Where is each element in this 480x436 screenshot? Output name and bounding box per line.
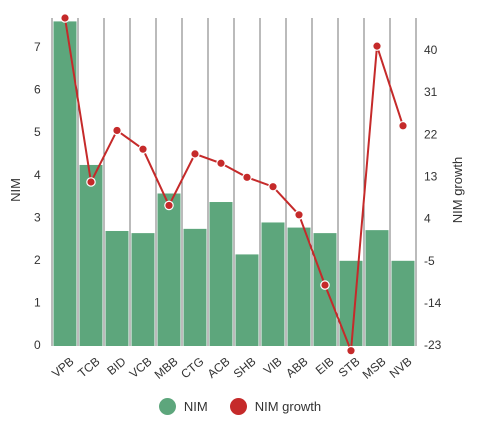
nim-bar-vcb bbox=[131, 233, 155, 346]
nim-growth-point-nvb bbox=[398, 120, 408, 131]
nim-bar-shb bbox=[235, 254, 259, 346]
legend-item-nim-growth: NIM growth bbox=[229, 398, 322, 415]
y2-tick-label: 31 bbox=[424, 85, 438, 99]
nim-growth-point-abb bbox=[294, 210, 304, 220]
y2-tick-label: 13 bbox=[424, 169, 438, 183]
y-tick-label: 2 bbox=[34, 253, 41, 267]
nim-growth-point-msb bbox=[372, 41, 382, 51]
y2-tick-label: 22 bbox=[424, 127, 438, 141]
category-label-mbb: MBB bbox=[152, 354, 181, 381]
nim-growth-point-eib bbox=[320, 280, 330, 290]
category-label-stb: STB bbox=[336, 354, 363, 380]
y-tick-label: 5 bbox=[34, 125, 41, 139]
nim-bar-acb bbox=[209, 202, 233, 346]
nim-growth-point-mbb bbox=[164, 200, 174, 211]
category-label-abb: ABB bbox=[283, 354, 310, 380]
nim-bar-mbb bbox=[157, 193, 181, 346]
nim-bars bbox=[53, 21, 415, 346]
y2-tick-label: 4 bbox=[424, 212, 431, 226]
category-label-vcb: VCB bbox=[127, 354, 155, 381]
category-label-bid: BID bbox=[104, 354, 129, 378]
nim-legend-marker bbox=[158, 398, 176, 415]
nim-growth-point-stb bbox=[346, 345, 356, 356]
nim-bar-vpb bbox=[53, 21, 77, 346]
nim-growth-point-tcb bbox=[86, 177, 96, 187]
y2-tick-label: -5 bbox=[424, 254, 435, 268]
nim-bar-nvb bbox=[391, 260, 415, 346]
legend-label-nim-growth: NIM growth bbox=[254, 399, 322, 414]
category-label-eib: EIB bbox=[313, 354, 337, 377]
y-tick-label: 1 bbox=[34, 296, 41, 310]
y-axis-title: NIM bbox=[8, 178, 23, 202]
nim-growth-point-ctg bbox=[190, 149, 200, 159]
nim-bar-msb bbox=[365, 230, 389, 346]
legend-label-nim: NIM bbox=[183, 399, 208, 414]
nim-growth-point-vib bbox=[268, 181, 278, 192]
category-label-nvb: NVB bbox=[387, 354, 415, 381]
y2-axis-title: NIM growth bbox=[450, 157, 465, 223]
nim-bar-vib bbox=[261, 222, 285, 346]
y2-tick-label: -14 bbox=[424, 296, 442, 310]
grid-lines bbox=[51, 18, 417, 346]
category-label-ctg: CTG bbox=[178, 354, 206, 381]
category-label-tcb: TCB bbox=[75, 354, 102, 380]
nim-growth-point-acb bbox=[216, 158, 226, 169]
category-label-vpb: VPB bbox=[49, 354, 76, 380]
nim-growth-point-vpb bbox=[60, 13, 70, 23]
nim-bar-abb bbox=[287, 227, 311, 346]
category-label-vib: VIB bbox=[261, 354, 285, 377]
y-tick-label: 4 bbox=[34, 168, 41, 182]
legend: NIM NIM growth bbox=[0, 398, 480, 415]
y-tick-label: 7 bbox=[34, 40, 41, 54]
y-tick-label: 6 bbox=[34, 83, 41, 97]
nim-growth-point-bid bbox=[112, 125, 122, 136]
nim-growth-point-shb bbox=[242, 172, 252, 183]
nim-bar-bid bbox=[105, 230, 129, 346]
nim-growth-line bbox=[60, 13, 408, 356]
y-tick-label: 0 bbox=[34, 338, 41, 352]
category-label-acb: ACB bbox=[205, 354, 233, 381]
nim-bar-ctg bbox=[183, 228, 207, 346]
nim-growth-polyline bbox=[64, 17, 404, 352]
y-tick-label: 3 bbox=[34, 210, 41, 224]
nim-bar-stb bbox=[339, 260, 363, 346]
legend-item-nim: NIM bbox=[158, 398, 208, 415]
nim-growth-point-vcb bbox=[138, 144, 148, 154]
y2-tick-label: 40 bbox=[424, 43, 438, 57]
y2-tick-label: -23 bbox=[424, 338, 442, 352]
left-axis-ticks: 0 1 2 3 4 5 6 7 bbox=[34, 40, 41, 352]
category-label-shb: SHB bbox=[231, 354, 259, 381]
right-axis-ticks: -23 -14 -5 4 13 22 31 40 bbox=[424, 43, 442, 352]
nim-bar-tcb bbox=[79, 164, 103, 346]
nim-growth-legend-marker bbox=[229, 398, 247, 415]
category-label-msb: MSB bbox=[360, 354, 389, 381]
